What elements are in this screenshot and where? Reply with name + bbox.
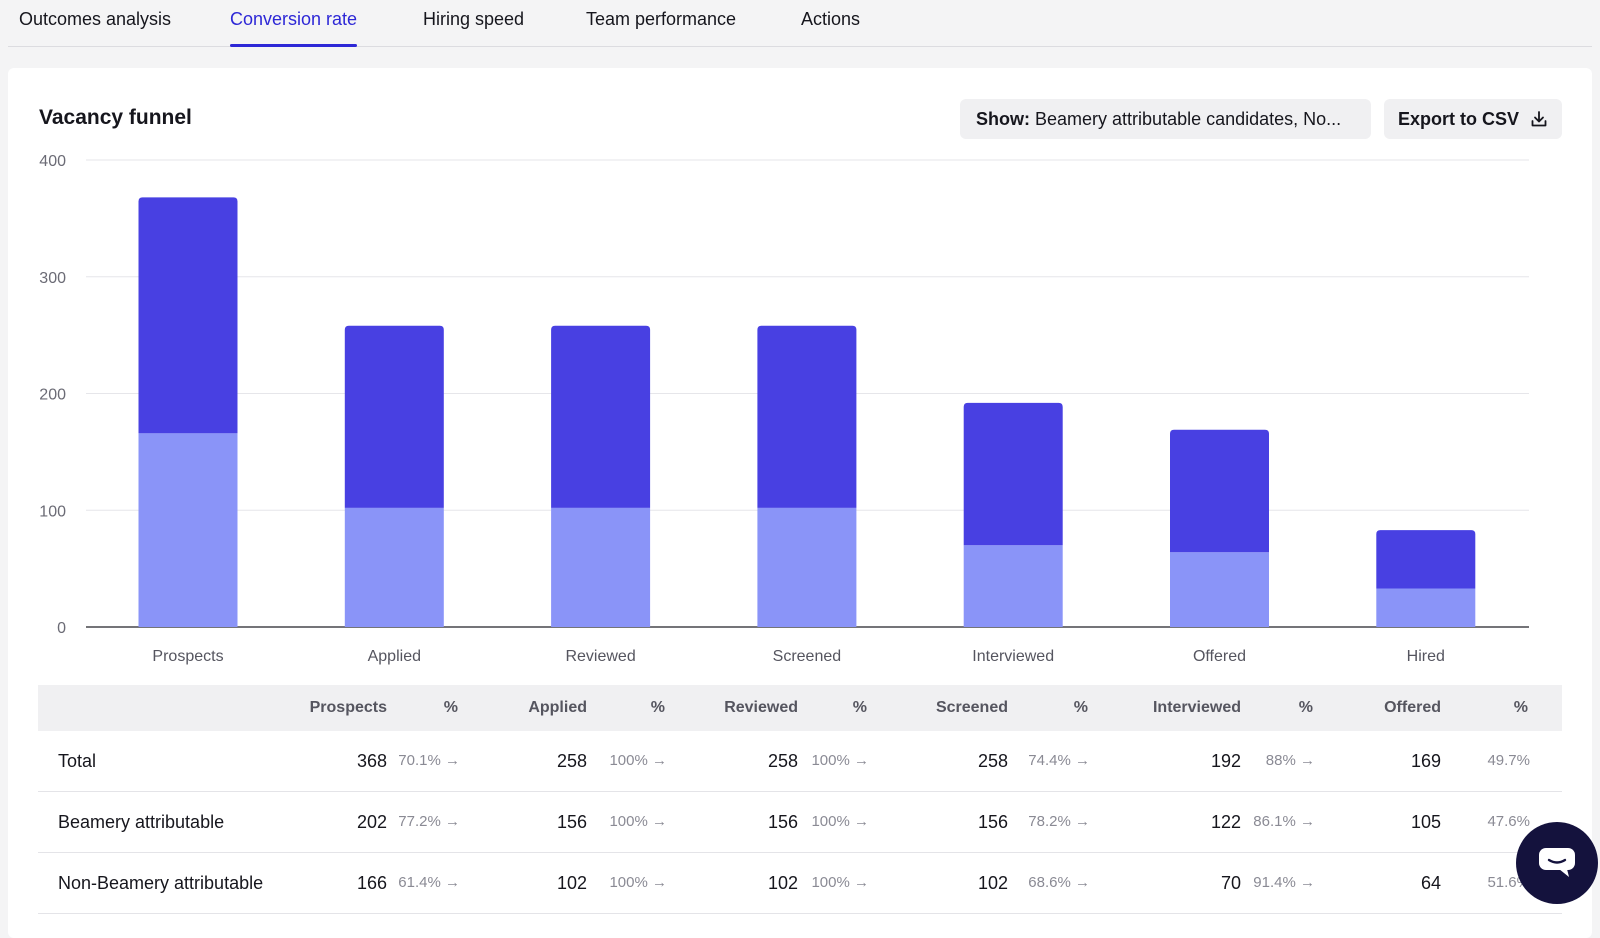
count-cell: 102 <box>977 873 1008 893</box>
count-cell: 169 <box>1410 751 1441 771</box>
bar-segment-hired-0[interactable] <box>1376 588 1476 627</box>
bar-segment-screened-1[interactable] <box>757 325 857 508</box>
count-cell: 64 <box>1420 873 1441 893</box>
conversion-percent-cell: 91.4% → <box>1253 874 1315 891</box>
bar-segment-offered-1[interactable] <box>1170 429 1269 553</box>
conversion-percent-cell: 47.6% <box>1487 813 1530 830</box>
chat-bubble-icon <box>1539 848 1575 877</box>
conversion-percent-cell: 100% → <box>811 813 869 830</box>
export-csv-button[interactable]: Export to CSV <box>1384 99 1562 139</box>
column-header-applied: Applied <box>528 699 587 716</box>
bar-segment-interviewed-0[interactable] <box>963 545 1063 627</box>
count-cell: 122 <box>1210 812 1241 832</box>
conversion-percent-cell: 100% → <box>811 874 869 891</box>
tab-conversion-rate[interactable]: Conversion rate <box>230 0 358 47</box>
count-cell: 258 <box>556 751 587 771</box>
show-filter-value: Beamery attributable candidates, No... <box>1035 109 1342 129</box>
column-header-interviewed: Interviewed <box>1152 699 1241 716</box>
column-header-prospects-pct: % <box>443 699 458 716</box>
row-label: Total <box>58 751 97 771</box>
count-cell: 156 <box>556 812 587 832</box>
count-cell: 102 <box>767 873 798 893</box>
bar-segment-hired-1[interactable] <box>1376 530 1476 589</box>
row-label: Non-Beamery attributable <box>58 873 264 893</box>
tab-actions[interactable]: Actions <box>801 9 861 29</box>
y-tick-label: 0 <box>57 620 66 637</box>
count-cell: 368 <box>356 751 387 771</box>
conversion-percent-cell: 100% → <box>609 874 667 891</box>
conversion-percent-cell: 70.1% → <box>398 752 460 769</box>
show-filter-prefix: Show: <box>976 109 1030 129</box>
table-row-non-beamery-attributable: Non-Beamery attributable 166 61.4% → 102 100… <box>38 853 1562 914</box>
export-csv-label: Export to CSV <box>1398 109 1520 129</box>
bar-segment-offered-0[interactable] <box>1170 552 1269 627</box>
bar-segment-reviewed-0[interactable] <box>551 507 651 627</box>
conversion-percent-cell: 88% → <box>1265 752 1315 769</box>
show-filter-dropdown[interactable]: Show: Beamery attributable candidates, N… <box>960 99 1371 139</box>
x-tick-label: Offered <box>1193 648 1246 665</box>
column-header-prospects: Prospects <box>309 699 387 716</box>
bar-segment-screened-0[interactable] <box>757 507 857 627</box>
count-cell: 258 <box>767 751 798 771</box>
bar-segment-applied-0[interactable] <box>344 507 444 627</box>
count-cell: 70 <box>1220 873 1241 893</box>
x-tick-label: Hired <box>1407 648 1445 665</box>
column-header-screened-pct: % <box>1073 699 1088 716</box>
y-tick-label: 400 <box>39 153 66 170</box>
bar-segment-applied-1[interactable] <box>344 325 444 508</box>
bar-segment-interviewed-1[interactable] <box>963 402 1063 546</box>
column-header-offered-pct: % <box>1513 699 1528 716</box>
column-header-reviewed: Reviewed <box>724 699 798 716</box>
tab-bar: Outcomes analysis Conversion rate Hiring… <box>8 0 1592 47</box>
column-header-applied-pct: % <box>650 699 665 716</box>
download-icon <box>1531 111 1547 127</box>
table-row-beamery-attributable: Beamery attributable 202 77.2% → 156 100% → 1… <box>38 792 1562 853</box>
column-header-offered: Offered <box>1384 699 1441 716</box>
conversion-percent-cell: 78.2% → <box>1028 813 1090 830</box>
tab-team-performance[interactable]: Team performance <box>586 9 737 29</box>
count-cell: 258 <box>977 751 1008 771</box>
conversion-percent-cell: 61.4% → <box>398 874 460 891</box>
card-title: Vacancy funnel <box>39 106 192 129</box>
chat-launcher-button[interactable] <box>1516 822 1598 904</box>
x-tick-label: Prospects <box>152 648 223 665</box>
count-cell: 105 <box>1410 812 1441 832</box>
count-cell: 156 <box>977 812 1008 832</box>
conversion-percent-cell: 100% → <box>811 752 869 769</box>
count-cell: 202 <box>356 812 387 832</box>
x-tick-label: Reviewed <box>565 648 635 665</box>
vacancy-funnel-card: Vacancy funnel Show: Beamery attributabl… <box>8 68 1592 938</box>
table-header: Prospects% Applied% Reviewed% Screened% Inte… <box>38 685 1562 731</box>
row-label: Beamery attributable <box>58 812 225 832</box>
table-row-total: Total 368 70.1% → 258 100% → 258 100% → 258 74.4… <box>38 731 1562 792</box>
column-header-interviewed-pct: % <box>1298 699 1313 716</box>
y-tick-label: 200 <box>39 387 66 404</box>
x-tick-label: Interviewed <box>972 648 1054 665</box>
y-tick-label: 100 <box>39 503 66 520</box>
conversion-percent-cell: 74.4% → <box>1028 752 1090 769</box>
conversion-percent-cell: 100% → <box>609 813 667 830</box>
conversion-percent-cell: 77.2% → <box>398 813 460 830</box>
column-header-screened: Screened <box>935 699 1008 716</box>
count-cell: 166 <box>356 873 387 893</box>
x-tick-label: Screened <box>773 648 842 665</box>
bar-segment-reviewed-1[interactable] <box>551 325 651 508</box>
count-cell: 192 <box>1210 751 1241 771</box>
x-tick-label: Applied <box>368 648 421 665</box>
bar-segment-prospects-1[interactable] <box>138 197 238 434</box>
count-cell: 156 <box>767 812 798 832</box>
conversion-percent-cell: 68.6% → <box>1028 874 1090 891</box>
conversion-percent-cell: 100% → <box>609 752 667 769</box>
column-header-reviewed-pct: % <box>852 699 867 716</box>
tab-outcomes-analysis[interactable]: Outcomes analysis <box>19 9 172 29</box>
conversion-percent-cell: 49.7% <box>1487 752 1530 769</box>
count-cell: 102 <box>556 873 587 893</box>
vacancy-funnel-chart: 0 100 200 300 400 Prospects Applied Reviewed Scr… <box>39 153 1529 665</box>
conversion-percent-cell: 86.1% → <box>1253 813 1315 830</box>
bar-segment-prospects-0[interactable] <box>138 433 238 627</box>
tab-hiring-speed[interactable]: Hiring speed <box>423 9 525 29</box>
y-tick-label: 300 <box>39 270 66 287</box>
